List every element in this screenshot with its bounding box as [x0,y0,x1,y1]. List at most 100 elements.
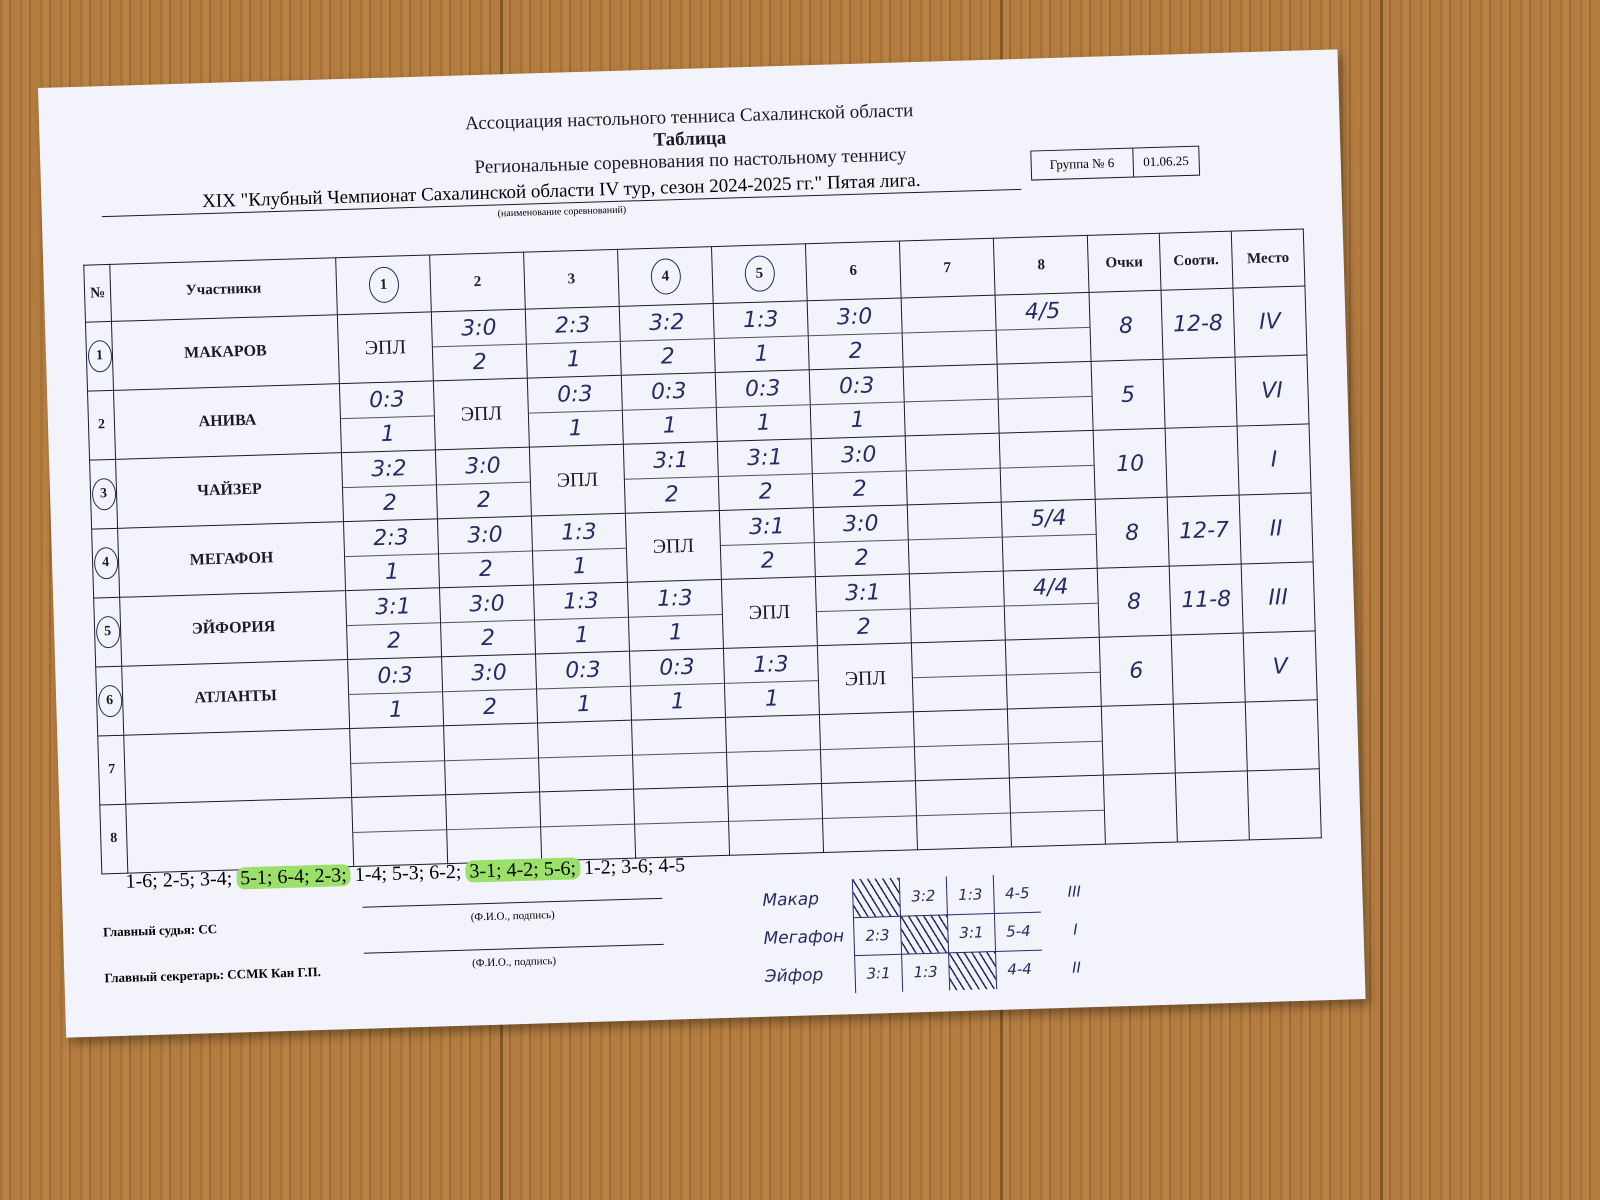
number: 5 [95,615,121,649]
tiebreak-cell [851,877,900,918]
score: 4/5 [996,293,1090,329]
match-cell [727,783,824,856]
score-text: 3:0 [842,510,879,537]
tiebreak-cell: 4-4 [995,949,1044,989]
match-cell [633,786,730,859]
ratio-cell [1165,426,1240,498]
score-text: 5/4 [1030,505,1067,532]
match-points [996,326,1091,364]
score-text: 1:3 [562,588,600,615]
column-label: 7 [943,259,952,276]
group: Группа № 6 [1031,148,1134,180]
match-cell: ЭПЛ [817,642,914,715]
match-points: 1 [340,414,435,452]
match-cell [725,714,822,787]
match-points [635,820,730,858]
score: 0:3 [536,652,630,688]
column-header: 3 [523,249,620,310]
tiebreak-score: 4-4 [1007,959,1033,979]
row-number: 8 [99,804,128,874]
ratio-cell [1171,632,1246,705]
points-text: 2 [758,478,774,505]
score [904,365,998,401]
secretary-caption: (Ф.И.О., подпись) [471,955,557,970]
points-text: 2 [660,343,676,370]
participant: ЧАЙЗЕР [115,452,344,529]
points: 8 [1124,520,1140,546]
score [1010,776,1104,812]
ratio: 11-8 [1180,586,1232,613]
score-text: 3:0 [840,441,877,468]
score-text: 3:0 [464,452,501,479]
column-header: 7 [899,238,996,298]
tiebreak-place: III [1067,882,1082,901]
match-cell: 3:0 2 [811,435,908,508]
match-cell: 4/5 [995,292,1092,365]
score: 0:3 [622,374,716,410]
score-text: 1:3 [752,651,789,678]
score-text: 3:1 [374,593,412,620]
group-box: Группа № 6 01.06.25 [1030,145,1201,181]
tiebreak-name: Эйфор [764,965,824,987]
name: АНИВА [198,411,257,431]
match-cell: 1:3 1 [627,579,724,652]
match-cell: 5/4 [1001,499,1098,572]
match-points: 2 [812,469,907,507]
match-points: 2 [432,343,527,380]
score-text: 0:3 [377,662,414,689]
match-points: 2 [620,337,715,375]
points: 6 [1128,657,1144,684]
match-points [908,536,1003,573]
points-text: 1 [670,688,686,714]
match-cell [443,722,540,795]
score-text: 0:3 [564,657,602,684]
score: 0:3 [810,368,904,404]
match-points [1002,533,1097,571]
match-cell: 3:0 2 [439,585,536,657]
tiebreak-score: 2:3 [865,925,890,945]
place: VI [1260,377,1284,404]
match-points: 2 [816,607,911,645]
score [1000,431,1094,467]
match-cell [445,791,542,864]
score-text: 3:0 [460,315,497,342]
name: МАКАРОВ [183,342,267,362]
self-cell: ЭПЛ [364,335,407,359]
score-text: 3:2 [370,455,408,482]
match-points [1008,740,1103,777]
match-points: 1 [526,340,621,378]
score [906,434,1000,470]
points: 5 [1120,382,1136,408]
score: 1:3 [534,583,628,619]
match-points [539,754,634,791]
row-number: 1 [85,321,114,392]
points: 8 [1126,589,1142,615]
column-header: 8 [993,235,1090,296]
column-label: Очки [1105,253,1144,271]
self-cell: ЭПЛ [556,468,599,492]
score: 3:0 [432,310,526,346]
score [634,787,728,823]
match-points [541,823,636,860]
match-cell [819,711,916,784]
match-cell: 0:3 1 [621,372,718,445]
points-text: 2 [848,338,864,364]
score-text: 0:3 [650,378,687,405]
tiebreak-score: 1:3 [913,962,938,982]
points-text: 1 [668,619,684,646]
score-text: 3:0 [836,303,873,330]
place: I [1270,446,1278,473]
tiebreak-cell [948,950,997,991]
score-text: 1:3 [656,585,693,612]
match-points [916,811,1011,849]
column-header: Участники [109,257,338,322]
place: IV [1258,308,1282,335]
points-text: 1 [380,421,396,447]
score [910,572,1004,608]
points-text: 2 [476,487,492,513]
place-cell: I [1237,423,1312,496]
score: 3:0 [438,517,532,553]
number: 4 [93,546,119,580]
tiebreak-place: I [1072,920,1078,939]
points-text: 2 [472,349,488,375]
